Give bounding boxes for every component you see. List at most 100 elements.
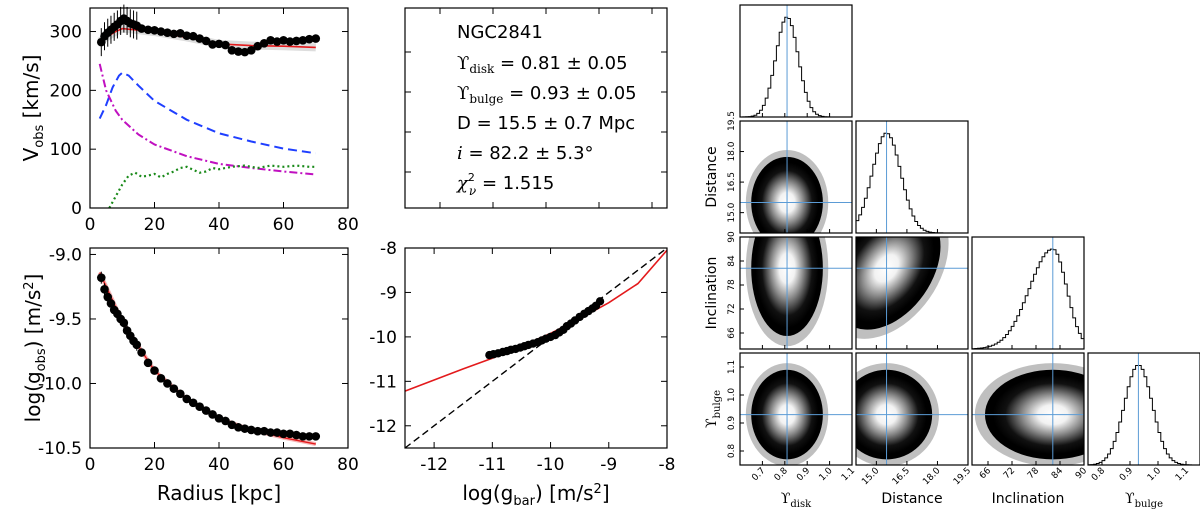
rar-xtick-label: -10 [537, 455, 565, 475]
inclination-axis-label: Inclination [992, 491, 1065, 507]
observed-point [272, 37, 282, 46]
observed-point [182, 394, 192, 404]
corner-cell-frame [739, 120, 853, 234]
observed-point [119, 318, 129, 328]
upsilon-bulge-axis-label-left: ϒbulge [704, 390, 723, 428]
observed-point [259, 38, 269, 48]
rotation-curve-xtick-label: 20 [144, 215, 166, 235]
distance-result: D = 15.5 ± 0.7 Mpc [457, 113, 635, 134]
distance-xtick-label: 16.5 [891, 466, 912, 487]
upsilon-bulge-result: ϒbulge = 0.93 ± 0.05 [457, 83, 637, 106]
corner-cell-frame [1087, 352, 1200, 466]
corner-cell-frame [971, 236, 1085, 350]
upsilon-bulge-histogram [1088, 365, 1200, 466]
observed-point [156, 27, 166, 36]
distance-axis-label: Distance [881, 491, 942, 507]
observed-point [272, 428, 282, 437]
observed-point [240, 47, 250, 57]
observed-point [132, 340, 142, 350]
observed-point [176, 389, 185, 399]
observed-point [106, 299, 116, 308]
observed-point [246, 425, 256, 435]
corner-cell-frame [971, 352, 1085, 466]
observed-point [234, 423, 243, 432]
upsilon-bulge-xtick-label: 1.0 [1146, 466, 1163, 483]
observed-point [227, 46, 237, 55]
rar-xtick-label: -8 [659, 455, 676, 475]
fit-results-ticks [405, 8, 667, 208]
upsilon-disk-vs-upsilon-bulge-density [740, 353, 852, 465]
observed-point [311, 34, 321, 43]
rotation-curve-plot-area [96, 4, 321, 209]
acceleration-radius-xtick-label: 0 [85, 455, 96, 475]
observed-point [201, 406, 211, 415]
observed-point [305, 34, 314, 44]
observed-point [298, 36, 308, 45]
observed-point [259, 426, 269, 436]
inclination-histogram [972, 248, 1084, 350]
observed-point [253, 426, 262, 436]
upsilon-bulge-ytick-label: 0.9 [727, 416, 737, 431]
model-curve [99, 272, 316, 445]
inclination-result: i = 82.2 ± 5.3° [457, 143, 594, 164]
acceleration-radius-xtick-label: 80 [337, 455, 359, 475]
inclination-xtick-label: 66 [978, 466, 993, 481]
observed-point [169, 384, 179, 393]
observed-point [208, 40, 217, 49]
upsilon-disk-axis-label: ϒdisk [781, 491, 812, 510]
observed-point [208, 410, 217, 419]
inclination-xtick-label: 90 [1074, 466, 1089, 481]
rar-xlabel: log(gbar) [m/s2] [462, 481, 609, 509]
observed-point [221, 416, 230, 426]
rar-axes: -12 -11 -10 -9 -8 -8 -9 -10 -11 -12 [369, 239, 675, 475]
observed-point [298, 432, 308, 441]
upsilon-bulge-xtick-label: 1.1 [1174, 466, 1191, 483]
inclination-xtick-label: 84 [1050, 466, 1065, 481]
observed-point [137, 24, 146, 33]
observed-point [143, 25, 153, 35]
observed-point [279, 36, 288, 45]
bulge-curve [98, 63, 316, 176]
upsilon-disk-xtick-label: 1.1 [840, 466, 857, 483]
observed-point [266, 36, 275, 45]
observed-point [176, 28, 185, 38]
inclination-xtick-label: 72 [1002, 466, 1017, 481]
inclination-ytick-label: 78 [727, 279, 737, 291]
distance-xtick-label: 15.0 [860, 466, 881, 487]
rar-xtick-label: -12 [420, 455, 448, 475]
upsilon-disk-vs-inclination-density [740, 237, 852, 349]
corner-cell-frame [855, 236, 969, 350]
distance-ytick-label: 19.5 [727, 111, 737, 131]
acceleration-radius-ytick-label: -10.5 [38, 439, 82, 459]
rotation-curve-ylabel: Vobs [km/s] [19, 55, 47, 162]
observed-point [234, 47, 243, 56]
rar-ytick-label: -12 [369, 417, 397, 437]
observed-point [214, 414, 224, 423]
distance-ytick-label: 16.5 [727, 172, 737, 192]
galaxy-name: NGC2841 [457, 22, 543, 43]
rar-relation-curve [404, 249, 668, 392]
rar-ytick-label: -9 [380, 283, 397, 303]
acceleration-radius-panel: 0 20 40 60 80 -9.0 -9.5 -10.0 -10.5 log(gobs) [m… [21, 245, 359, 505]
rar-plot-area [404, 247, 668, 449]
upsilon-disk-xtick-label: 1.0 [818, 466, 835, 483]
corner-cell-frame [855, 352, 969, 466]
rar-xtick-label: -9 [600, 455, 617, 475]
observed-point [292, 36, 301, 46]
observed-point [195, 34, 204, 43]
rotation-curve-axes: 0 20 40 60 80 0 100 200 300 [50, 8, 359, 235]
inclination-ytick-label: 90 [727, 231, 737, 243]
distance-xtick-label: 19.5 [952, 466, 973, 487]
rotation-curve-xtick-label: 0 [85, 215, 96, 235]
rotation-curve-panel: 0 20 40 60 80 0 100 200 300 Vobs [km/s] [19, 4, 359, 235]
observed-point [227, 420, 237, 430]
observed-point [240, 424, 250, 433]
observed-point [96, 273, 106, 282]
upsilon-disk-xtick-label: 0.7 [750, 466, 767, 483]
rotation-curve-ytick-label: 300 [50, 23, 82, 43]
observed-point [169, 29, 179, 39]
upsilon-disk-xtick-label: 0.8 [773, 466, 790, 483]
observed-point [266, 428, 275, 437]
observed-point [182, 31, 192, 40]
